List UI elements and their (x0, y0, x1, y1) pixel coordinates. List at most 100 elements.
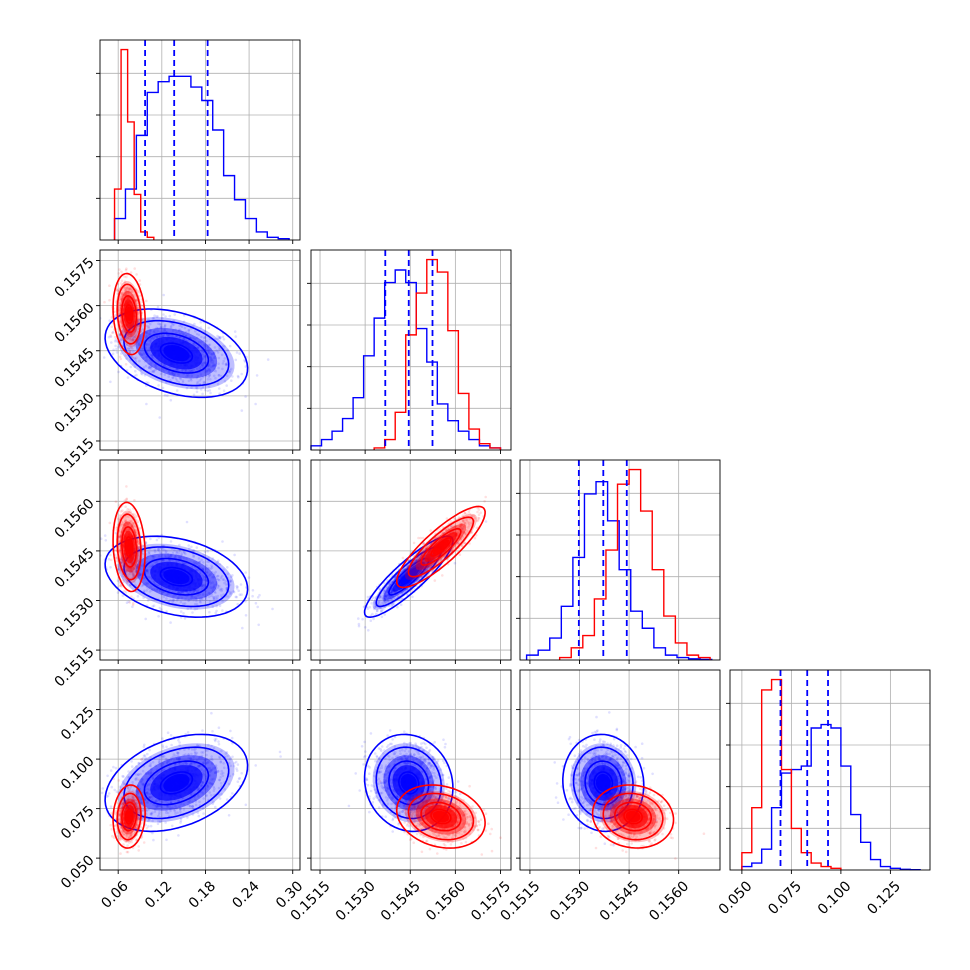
sample-point (201, 574, 204, 577)
sample-point (137, 343, 141, 347)
sample-point (213, 367, 217, 371)
sample-point (192, 549, 196, 552)
sample-point (374, 596, 378, 599)
sample-point (133, 267, 136, 270)
hist-panel-1 (307, 249, 512, 454)
sample-point (222, 389, 226, 393)
sample-point (357, 624, 361, 628)
sample-point (415, 579, 418, 583)
sample-point (425, 545, 429, 548)
sample-point (208, 369, 211, 373)
sample-point (212, 596, 216, 599)
sample-point (391, 591, 394, 594)
sample-point (141, 357, 145, 360)
sample-point (147, 825, 150, 828)
sample-point (159, 325, 163, 329)
sample-point (134, 533, 138, 537)
sample-point (463, 511, 467, 515)
sample-point (226, 595, 230, 598)
sample-point (139, 573, 142, 576)
sample-point (376, 609, 379, 613)
sample-point (236, 374, 240, 378)
sample-point (214, 575, 217, 579)
sample-point (138, 527, 142, 530)
sample-point (163, 760, 166, 763)
sample-point (222, 338, 226, 341)
sample-point (129, 287, 132, 290)
sample-point (131, 355, 134, 359)
sample-point (230, 575, 233, 579)
sample-point (427, 564, 431, 568)
sample-point (199, 326, 203, 329)
sample-point (216, 560, 219, 564)
sample-point (169, 553, 173, 557)
sample-point (459, 537, 463, 541)
sample-point (203, 336, 207, 339)
sample-point (108, 521, 112, 525)
sample-point (217, 578, 220, 582)
sample-point (134, 335, 137, 339)
blue-histogram-3 (741, 723, 921, 871)
sample-point (183, 369, 187, 372)
sample-point (210, 358, 214, 361)
sample-point (191, 336, 195, 340)
sample-point (464, 521, 467, 525)
sample-point (219, 587, 223, 591)
sample-point (367, 629, 370, 632)
sample-point (429, 564, 432, 568)
sample-point (209, 365, 213, 369)
sample-point (214, 591, 217, 595)
sample-point (224, 583, 228, 586)
sample-point (134, 531, 137, 534)
sample-point (181, 379, 185, 383)
sample-point (215, 597, 218, 601)
sample-point (195, 602, 199, 606)
sample-point (183, 326, 187, 330)
sample-point (153, 329, 156, 333)
sample-point (175, 335, 179, 338)
sample-point (371, 612, 374, 616)
blue-density-fill (400, 569, 417, 585)
sample-point (180, 368, 184, 372)
sample-point (235, 351, 239, 354)
sample-point (393, 594, 397, 598)
sample-point (217, 559, 220, 563)
sample-point (118, 539, 121, 543)
sample-point (151, 317, 155, 320)
sample-point (199, 377, 203, 381)
sample-point (465, 519, 469, 522)
sample-point (124, 291, 128, 295)
sample-point (200, 349, 203, 352)
sample-point (172, 323, 176, 326)
sample-point (161, 590, 165, 594)
sample-point (278, 750, 282, 754)
sample-point (207, 743, 210, 747)
axes-frame (519, 459, 721, 661)
sample-point (115, 340, 119, 343)
sample-point (198, 800, 201, 804)
axes-frame (99, 39, 301, 241)
sample-point (139, 336, 142, 339)
sample-point (145, 585, 149, 589)
sample-point (216, 334, 219, 338)
sample-point (226, 348, 230, 352)
blue-contour (159, 566, 194, 587)
sample-point (221, 367, 224, 371)
sample-point (155, 805, 159, 808)
sample-point (198, 564, 201, 568)
sample-point (218, 348, 221, 351)
sample-point (167, 375, 170, 378)
sample-point (171, 600, 174, 603)
sample-point (162, 368, 165, 371)
sample-point (222, 344, 225, 348)
sample-point (427, 565, 431, 569)
sample-point (159, 804, 162, 808)
sample-point (105, 795, 109, 798)
sample-point (134, 590, 138, 593)
sample-point (187, 591, 190, 595)
sample-point (143, 754, 147, 757)
sample-point (385, 591, 388, 594)
sample-point (202, 380, 206, 384)
sample-point (179, 556, 183, 559)
sample-point (190, 369, 194, 373)
